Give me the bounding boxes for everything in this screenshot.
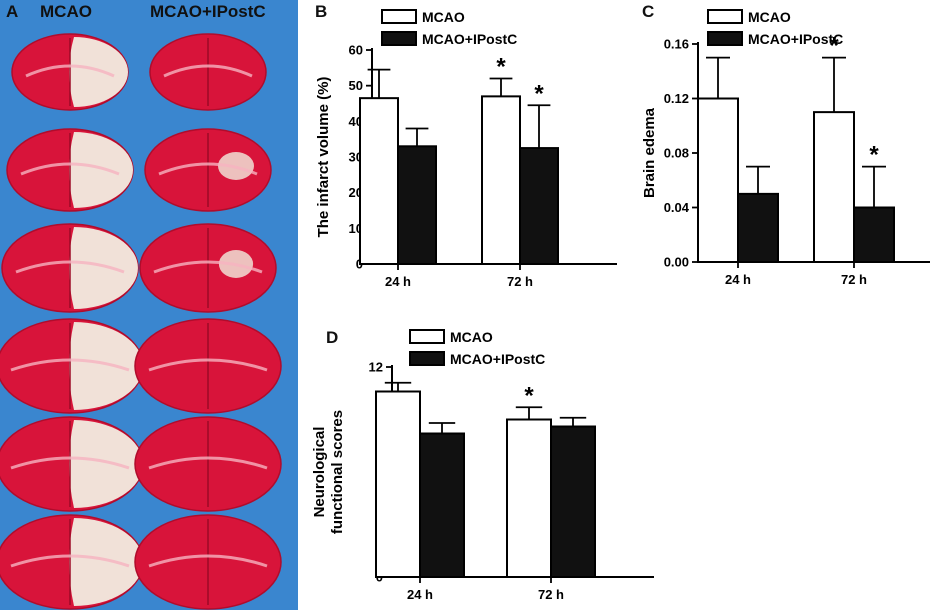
mcao-slice (0, 318, 144, 414)
legend-label: MCAO (422, 9, 465, 25)
bar-mcao (813, 111, 855, 263)
panel-a-label: A (6, 2, 19, 21)
y-tick-label: 50 (349, 78, 363, 93)
infarct-region (69, 518, 143, 606)
bar-mcao (506, 418, 552, 578)
ipostc-slice (149, 33, 267, 111)
legend-swatch-mcao (409, 329, 445, 344)
bar-mcao-ipostc (550, 425, 596, 578)
legend-swatch-ipostc (409, 351, 445, 366)
y-tick-label: 12 (369, 360, 383, 375)
y-axis-title: Brain edema (641, 107, 658, 198)
panel-d-label: D (326, 328, 339, 347)
ipostc-slice (134, 514, 282, 610)
white-matter-tract (148, 456, 268, 470)
x-tick-label: 24 h (407, 587, 433, 602)
infarct-region (69, 322, 143, 410)
white-matter-tract (153, 260, 263, 274)
ipostc-slice (144, 128, 272, 212)
y-tick-label: 0.12 (664, 91, 689, 106)
x-tick-label: 72 h (507, 274, 533, 289)
infarct-region (69, 420, 143, 508)
x-tick-label: 72 h (841, 272, 867, 287)
x-tick-label: 24 h (725, 272, 751, 287)
legend-label: MCAO (450, 329, 493, 345)
legend-swatch-mcao (381, 9, 417, 24)
infarct-region (69, 227, 138, 309)
white-matter-tract (20, 162, 120, 176)
y-tick-label: 0.08 (664, 146, 689, 161)
significance-star: * (496, 54, 506, 81)
white-matter-tract (158, 162, 258, 176)
bar-mcao-ipostc (737, 192, 779, 263)
white-matter-tract (25, 64, 115, 78)
legend-swatch-ipostc (707, 31, 743, 46)
white-matter-tract (148, 358, 268, 372)
y-axis-title: Neurological (311, 427, 328, 518)
significance-star: * (829, 33, 839, 60)
significance-star: * (524, 382, 534, 409)
panel-b-label: B (315, 2, 328, 21)
bar-mcao (375, 390, 421, 578)
bar-mcao-ipostc (853, 206, 895, 263)
significance-star: * (869, 142, 879, 169)
white-matter-tract (10, 554, 130, 568)
panel-c-label: C (642, 2, 655, 21)
chart-svg: 0102030405060The infarct volume (%)24 h7… (315, 9, 617, 289)
brain-edema-chart: 0.00 0.04 0.08 0.12 0.16 Brain edema 24 h 72 h *… (636, 0, 934, 300)
y-tick-label: 0.04 (664, 200, 690, 215)
x-tick-label: 72 h (538, 587, 564, 602)
column-label-ipostc: MCAO+IPostC (150, 2, 266, 21)
white-matter-tract (163, 64, 253, 78)
bar-mcao (697, 97, 739, 263)
y-tick-label: 0.00 (664, 255, 689, 270)
significance-star: * (534, 80, 544, 107)
legend-label: MCAO+IPostC (422, 31, 517, 47)
y-axis-title: functional scores (329, 410, 346, 534)
white-matter-tract (10, 456, 130, 470)
mcao-slice (0, 416, 144, 512)
infarct-volume-chart: 0102030405060The infarct volume (%)24 h7… (310, 0, 632, 300)
white-matter-tract (10, 358, 130, 372)
infarct-region (69, 132, 133, 208)
bar-mcao-ipostc (397, 145, 437, 265)
legend-label: MCAO+IPostC (748, 31, 843, 47)
bar-mcao-ipostc (419, 432, 465, 578)
legend-swatch-mcao (707, 9, 743, 24)
mcao-slice (11, 33, 129, 111)
legend-swatch-ipostc (381, 31, 417, 46)
white-matter-tract (15, 260, 125, 274)
y-tick-label: 60 (349, 43, 363, 58)
x-tick-label: 24 h (385, 274, 411, 289)
mcao-slice (6, 128, 134, 212)
ipostc-slice (139, 223, 277, 313)
legend-label: MCAO+IPostC (450, 351, 545, 367)
bar-mcao (481, 95, 521, 265)
mcao-slice (0, 514, 144, 610)
legend-label: MCAO (748, 9, 791, 25)
white-matter-tract (148, 554, 268, 568)
infarct-region (69, 37, 128, 107)
bar-mcao (359, 97, 399, 266)
brain-slices-graphic (0, 0, 298, 610)
y-axis-title: The infarct volume (%) (315, 77, 332, 238)
mcao-slice (1, 223, 139, 313)
brain-slices-photo (0, 0, 298, 610)
bar-mcao-ipostc (519, 147, 559, 265)
column-label-mcao: MCAO (40, 2, 92, 21)
ipostc-slice (134, 416, 282, 512)
y-tick-label: 0.16 (664, 37, 689, 52)
chart-svg: 0.00 0.04 0.08 0.12 0.16 Brain edema 24 h 72 h *… (641, 9, 930, 287)
ipostc-slice (134, 318, 282, 414)
